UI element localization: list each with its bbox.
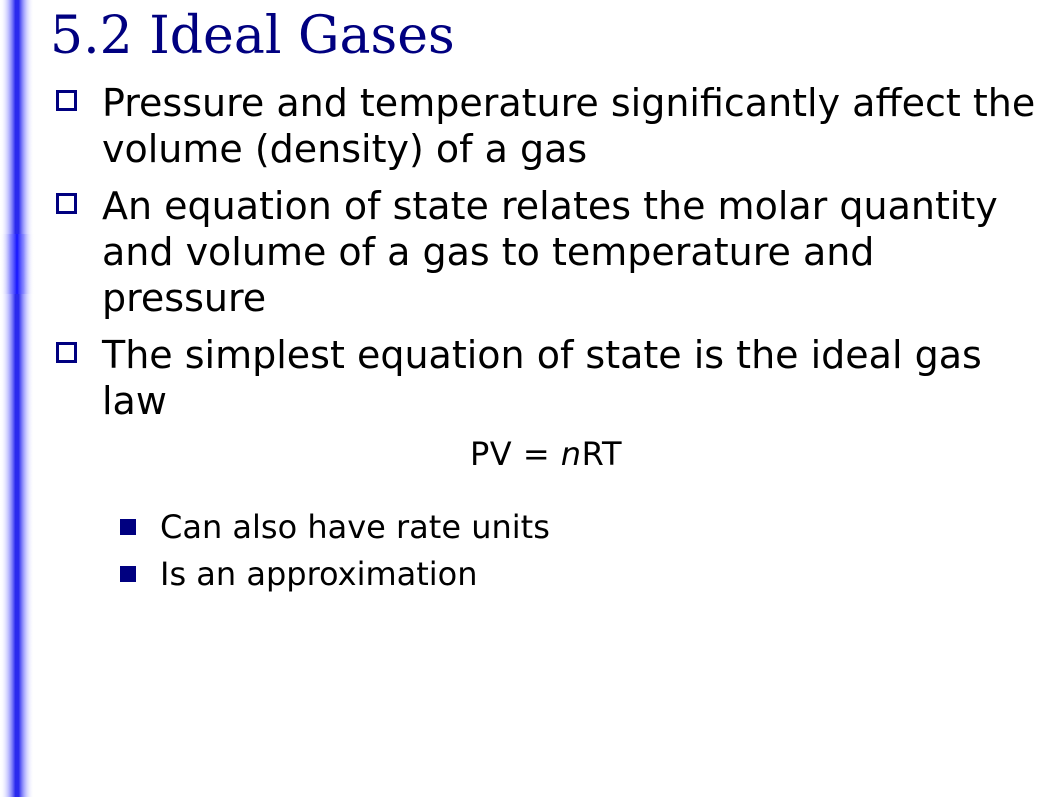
list-item-text: An equation of state relates the molar q…	[102, 184, 998, 321]
bullet-list-level1: Pressure and temperature significantly a…	[50, 80, 1042, 425]
list-item: Pressure and temperature significantly a…	[50, 80, 1042, 173]
list-item: An equation of state relates the molar q…	[50, 183, 1042, 322]
bullet-list-level2: Can also have rate units Is an approxima…	[120, 507, 1042, 596]
equation-pre: PV =	[470, 435, 561, 473]
equation-italic: n	[561, 435, 582, 473]
list-item-text: Pressure and temperature significantly a…	[102, 81, 1035, 171]
list-item-text: The simplest equation of state is the id…	[102, 333, 982, 423]
slide-content: 5.2 Ideal Gases Pressure and temperature…	[50, 6, 1042, 602]
list-item-text: Can also have rate units	[160, 508, 550, 546]
solid-square-bullet-icon	[120, 519, 136, 535]
slide-title: 5.2 Ideal Gases	[50, 6, 1042, 66]
equation-text: PV = nRT	[50, 435, 1042, 473]
list-item-text: Is an approximation	[160, 555, 478, 593]
hollow-square-bullet-icon	[56, 90, 77, 111]
solid-square-bullet-icon	[120, 566, 136, 582]
list-item: The simplest equation of state is the id…	[50, 332, 1042, 425]
list-item: Is an approximation	[120, 554, 1042, 596]
hollow-square-bullet-icon	[56, 193, 77, 214]
equation-post: RT	[582, 435, 622, 473]
list-item: Can also have rate units	[120, 507, 1042, 549]
decorative-left-bar	[0, 0, 34, 797]
hollow-square-bullet-icon	[56, 342, 77, 363]
